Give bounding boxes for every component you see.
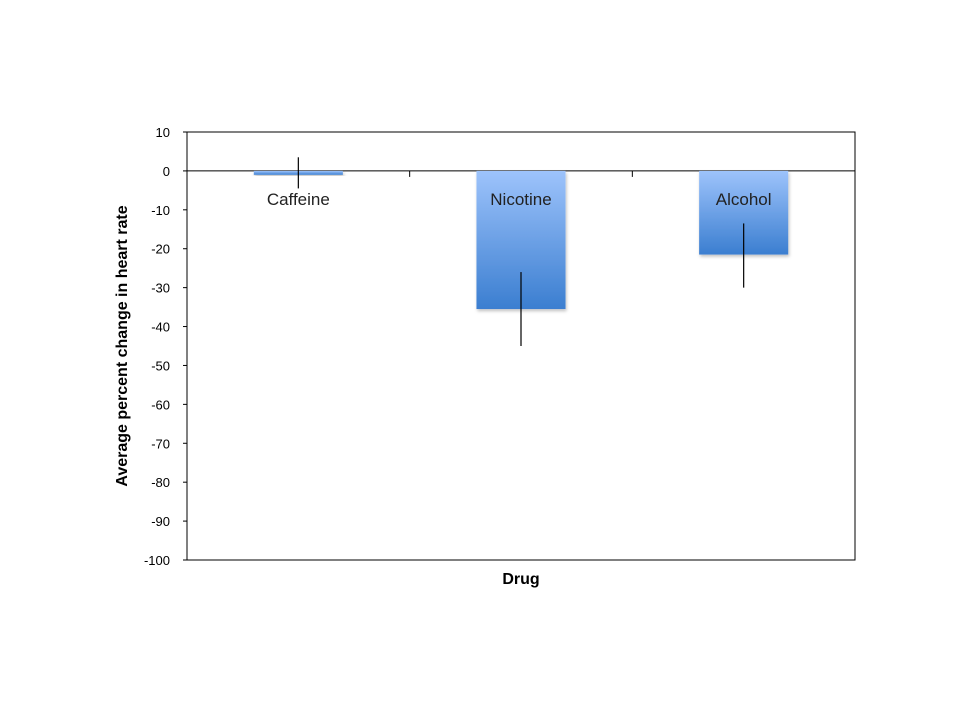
y-tick-label: -70 [151, 436, 170, 451]
y-tick-label: -40 [151, 320, 170, 335]
y-tick-label: -30 [151, 281, 170, 296]
y-tick-label: -20 [151, 242, 170, 257]
y-tick-label: -100 [144, 553, 170, 568]
category-label-nicotine: Nicotine [490, 190, 551, 209]
y-tick-label: -60 [151, 397, 170, 412]
y-tick-label: -10 [151, 203, 170, 218]
y-tick-label: -80 [151, 475, 170, 490]
plot-area-border [186, 131, 856, 561]
category-label-caffeine: Caffeine [267, 190, 330, 209]
y-tick-label: -90 [151, 514, 170, 529]
y-tick-label: 10 [156, 125, 170, 140]
y-tick-label: 0 [163, 164, 170, 179]
y-axis-title: Average percent change in heart rate [114, 205, 131, 486]
x-axis-title: Drug [502, 571, 539, 588]
category-label-alcohol: Alcohol [716, 190, 772, 209]
y-tick-label: -50 [151, 358, 170, 373]
